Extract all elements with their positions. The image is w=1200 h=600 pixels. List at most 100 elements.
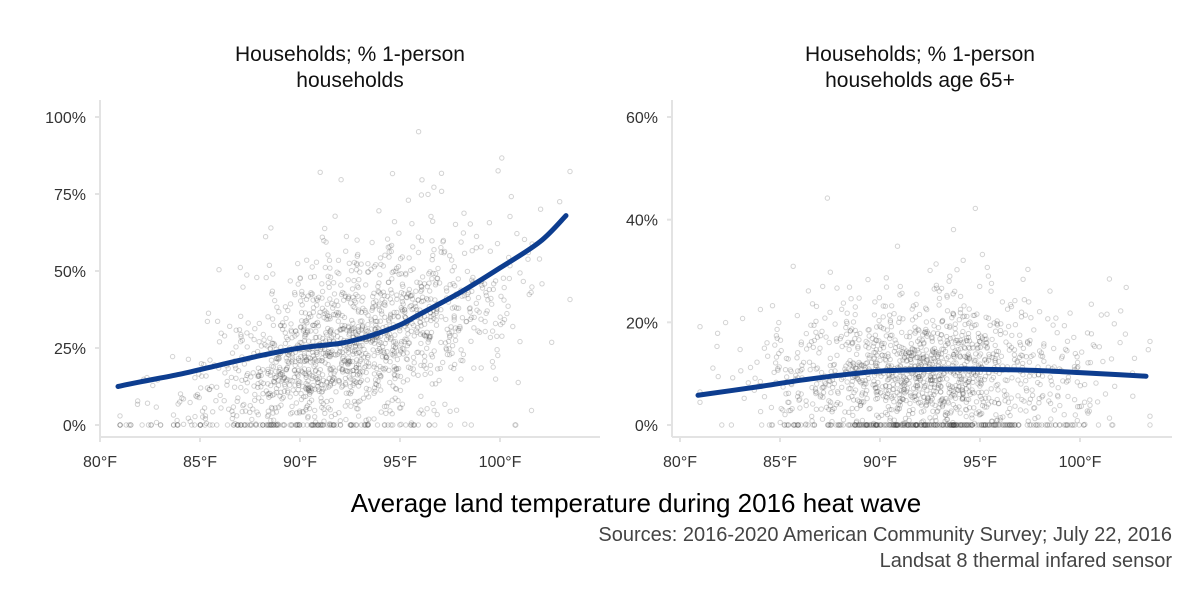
scatter-point (319, 388, 326, 395)
scatter-point (235, 368, 242, 374)
scatter-point (231, 384, 238, 390)
scatter-point (884, 377, 891, 383)
scatter-point (850, 412, 856, 419)
scatter-point (885, 362, 892, 369)
scatter-point (344, 398, 351, 405)
scatter-point (500, 319, 506, 326)
scatter-point (117, 422, 123, 428)
scatter-point (878, 422, 884, 428)
scatter-point (864, 422, 870, 428)
scatter-point (327, 383, 333, 389)
scatter-point (327, 296, 333, 302)
scatter-point (282, 383, 288, 390)
scatter-point (872, 422, 879, 428)
scatter-point (398, 421, 404, 427)
scatter-point (966, 356, 973, 362)
scatter-point (320, 401, 326, 407)
scatter-point (415, 297, 421, 303)
scatter-point (390, 343, 397, 349)
panel-title-line: Households; % 1-person (235, 43, 465, 66)
scatter-point (776, 319, 782, 326)
scatter-point (913, 422, 919, 428)
scatter-point (916, 355, 923, 361)
scatter-point (850, 319, 857, 325)
scatter-point (483, 289, 489, 296)
scatter-point (810, 362, 816, 368)
scatter-point (953, 404, 959, 411)
scatter-point (218, 330, 224, 336)
scatter-point (857, 378, 863, 384)
scatter-point (345, 277, 351, 283)
scatter-point (289, 378, 295, 384)
scatter-point (464, 291, 470, 298)
scatter-point (813, 406, 820, 412)
scatter-point (348, 326, 355, 332)
scatter-point (992, 355, 998, 362)
scatter-point (311, 322, 318, 329)
scatter-point (1112, 383, 1118, 389)
scatter-point (939, 318, 946, 324)
scatter-point (400, 379, 406, 385)
scatter-point (242, 422, 248, 428)
scatter-point (825, 422, 831, 428)
scatter-point (880, 345, 887, 351)
scatter-point (292, 382, 298, 388)
scatter-point (789, 406, 795, 412)
scatter-point (299, 302, 305, 308)
scatter-point (953, 422, 959, 428)
scatter-point (349, 317, 355, 324)
scatter-point (796, 397, 802, 403)
scatter-point (1048, 416, 1054, 422)
scatter-point (266, 262, 273, 268)
scatter-point (315, 422, 321, 428)
scatter-point (867, 352, 873, 359)
scatter-point (262, 234, 269, 240)
scatter-point (769, 422, 776, 428)
scatter-point (1065, 378, 1071, 384)
scatter-point (432, 381, 439, 387)
scatter-point (874, 385, 880, 391)
scatter-point (802, 422, 809, 428)
scatter-point (272, 379, 278, 386)
scatter-point (908, 353, 915, 359)
scatter-point (287, 278, 293, 284)
scatter-point (785, 399, 791, 405)
scatter-point (846, 284, 853, 290)
scatter-point (282, 330, 288, 336)
scatter-point (391, 219, 398, 225)
scatter-point (927, 361, 933, 367)
scatter-point (935, 385, 941, 391)
scatter-point (249, 416, 255, 423)
scatter-point (940, 346, 947, 353)
scatter-point (975, 334, 982, 341)
scatter-point (378, 387, 384, 393)
scatter-point (350, 351, 356, 357)
scatter-point (411, 333, 417, 339)
scatter-point (1071, 364, 1078, 370)
scatter-point (850, 363, 856, 369)
scatter-point (927, 415, 933, 421)
scatter-point (417, 280, 423, 286)
scatter-point (413, 327, 420, 333)
scatter-point (798, 422, 804, 428)
scatter-point (494, 333, 500, 339)
scatter-point (855, 376, 861, 382)
scatter-point (853, 365, 859, 371)
scatter-point (353, 267, 360, 273)
scatter-point (370, 293, 376, 300)
scatter-point (501, 297, 507, 303)
scatter-point (365, 421, 371, 427)
scatter-point (451, 315, 457, 321)
scatter-point (185, 356, 192, 362)
scatter-point (895, 406, 901, 413)
scatter-point (913, 355, 919, 361)
scatter-point (426, 336, 432, 343)
scatter-point (260, 367, 266, 373)
scatter-point (323, 385, 329, 391)
scatter-point (294, 331, 300, 337)
scatter-point (374, 365, 380, 372)
scatter-point (370, 300, 377, 306)
scatter-point (238, 334, 244, 340)
scatter-point (920, 418, 926, 424)
scatter-point (378, 308, 385, 314)
